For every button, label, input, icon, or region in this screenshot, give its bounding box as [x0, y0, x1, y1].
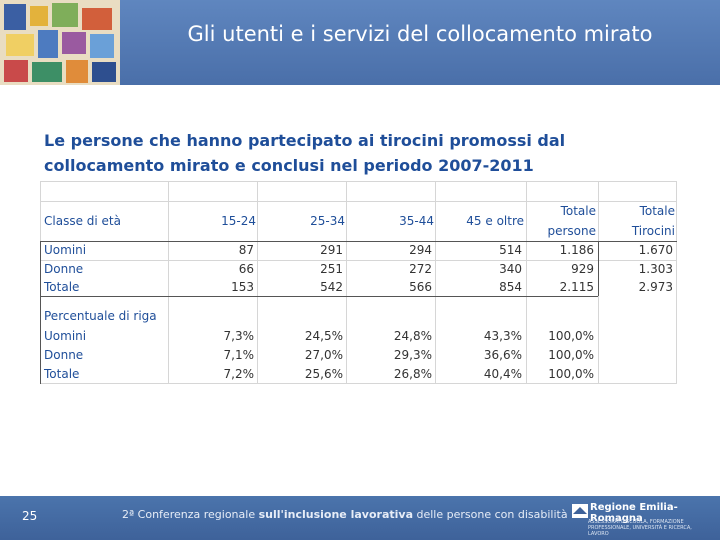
- column-header: Totale persone: [547, 204, 596, 238]
- table-cell: 854: [499, 280, 522, 294]
- column-header: 45 e oltre: [466, 214, 524, 228]
- table-cell: 929: [571, 262, 594, 276]
- row-label: Uomini: [44, 329, 87, 343]
- table-cell: 87: [238, 243, 254, 257]
- table-cell: 27,0%: [304, 348, 343, 362]
- table-cell: 272: [409, 262, 432, 276]
- logo-name: Regione Emilia-Romagna: [590, 502, 678, 524]
- region-logo: Regione Emilia-Romagna ASSESSORATO SCUOL…: [570, 500, 710, 537]
- table-cell: 7,1%: [223, 348, 255, 362]
- table-cell: 7,3%: [223, 329, 255, 343]
- footer-bar: [0, 496, 720, 540]
- table-cell: 7,2%: [223, 367, 255, 381]
- table-cell: 24,8%: [393, 329, 432, 343]
- conference-suffix: delle persone con disabilità: [413, 508, 568, 521]
- table-cell: 26,8%: [393, 367, 432, 381]
- conference-title: 2ª Conferenza regionale sull'inclusione …: [122, 508, 568, 521]
- flag-icon: [572, 504, 588, 518]
- table-cell: 24,5%: [304, 329, 343, 343]
- table-title: Le persone che hanno partecipato ai tiro…: [44, 131, 566, 175]
- grid-line: [168, 181, 169, 384]
- section-label: Percentuale di riga: [44, 309, 157, 323]
- table-cell: 100,0%: [548, 367, 594, 381]
- column-header: 35-44: [399, 214, 434, 228]
- conference-emphasis: sull'inclusione lavorativa: [258, 508, 413, 521]
- table-separator: [40, 296, 598, 297]
- table-cell: 36,6%: [483, 348, 522, 362]
- grid-line: [257, 181, 258, 384]
- header-separator: [40, 241, 677, 242]
- table-cell: 100,0%: [548, 348, 594, 362]
- header-illustration: [0, 0, 120, 85]
- grid-line: [526, 181, 527, 384]
- grid-line: [40, 181, 677, 182]
- row-label: Donne: [44, 348, 84, 362]
- page-title: Gli utenti e i servizi del collocamento …: [187, 22, 653, 46]
- column-header: 15-24: [221, 214, 256, 228]
- table-cell: 291: [320, 243, 343, 257]
- table-cell: 251: [320, 262, 343, 276]
- table-cell: 66: [238, 262, 254, 276]
- table-cell: 100,0%: [548, 329, 594, 343]
- table-cell: 43,3%: [483, 329, 522, 343]
- table-cell: 566: [409, 280, 432, 294]
- grid-line: [40, 260, 677, 261]
- table-cell: 2.973: [638, 280, 673, 294]
- table-cell: 294: [409, 243, 432, 257]
- column-header: 25-34: [310, 214, 345, 228]
- table-cell: 25,6%: [304, 367, 343, 381]
- table-cell: 29,3%: [393, 348, 432, 362]
- conference-prefix: 2ª Conferenza regionale: [122, 508, 259, 521]
- grid-line: [676, 181, 677, 384]
- row-label: Totale: [44, 280, 80, 294]
- table-cell: 542: [320, 280, 343, 294]
- grid-line: [40, 383, 677, 384]
- grid-line: [346, 181, 347, 384]
- table-cell: 2.115: [559, 280, 594, 294]
- table-cell: 1.670: [638, 243, 673, 257]
- page-number: 25: [22, 509, 38, 523]
- table-cell: 1.186: [559, 243, 594, 257]
- column-header: Totale Tirocini: [631, 204, 675, 238]
- row-label: Donne: [44, 262, 84, 276]
- table-cell: 514: [499, 243, 522, 257]
- logo-subtitle: ASSESSORATO SCUOLA, FORMAZIONE PROFESSIO…: [588, 519, 692, 537]
- data-table: Classe di età 15-24 25-34 35-44 45 e olt…: [40, 181, 677, 384]
- grid-line: [40, 201, 677, 202]
- row-label: Totale: [44, 367, 80, 381]
- table-border: [40, 241, 41, 384]
- table-cell: 153: [231, 280, 254, 294]
- row-label: Uomini: [44, 243, 87, 257]
- grid-line: [435, 181, 436, 384]
- header-bar: Gli utenti e i servizi del collocamento …: [0, 0, 720, 85]
- table-cell: 40,4%: [483, 367, 522, 381]
- table-cell: 340: [499, 262, 522, 276]
- table-cell: 1.303: [638, 262, 673, 276]
- column-header: Classe di età: [44, 214, 121, 228]
- table-border: [598, 241, 599, 296]
